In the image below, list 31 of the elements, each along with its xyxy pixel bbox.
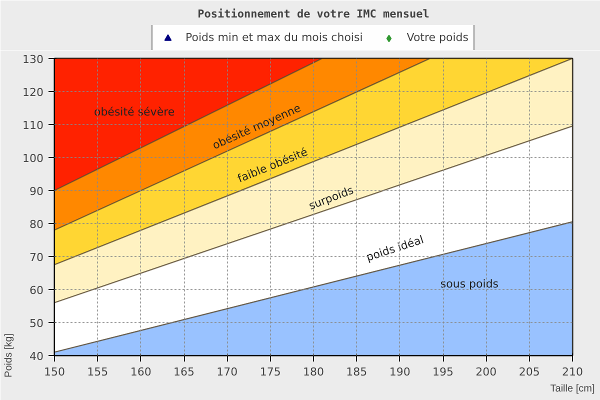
x-axis-title: Taille [cm] [550, 384, 595, 394]
annotation: sous poids [440, 278, 499, 291]
legend-label: Votre poids [406, 30, 469, 46]
x-tick-label: 200 [476, 366, 497, 378]
annotation: poids idéal [364, 233, 426, 264]
x-tick-label: 190 [389, 366, 410, 378]
x-tick-label: 180 [303, 366, 324, 378]
x-tick-label: 160 [130, 366, 152, 378]
y-tick-label: 110 [22, 119, 44, 132]
y-tick-label: 40 [30, 350, 44, 363]
y-axis-title: Poids [kg] [4, 333, 15, 378]
y-tick-label: 80 [30, 218, 44, 231]
y-tick-label: 60 [30, 284, 44, 297]
y-tick-label: 100 [22, 152, 44, 165]
x-tick-label: 185 [346, 366, 368, 378]
y-tick-label: 50 [30, 317, 44, 330]
legend-label: Poids min et max du mois choisi [185, 30, 363, 46]
y-tick-label: 120 [22, 86, 44, 99]
x-tick-label: 150 [44, 366, 65, 378]
x-tick-label: 205 [518, 366, 540, 378]
x-tick-label: 195 [432, 366, 454, 378]
y-tick-label: 130 [22, 53, 44, 66]
x-tick-label: 210 [562, 366, 583, 378]
chart-title: Positionnement de votre IMC mensuel [198, 8, 430, 20]
x-tick-label: 175 [260, 366, 281, 378]
y-tick-label: 70 [30, 251, 44, 264]
y-tick-label: 90 [30, 185, 44, 198]
annotation: obésité sévère [94, 105, 175, 118]
x-tick-label: 155 [87, 366, 108, 378]
x-tick-label: 165 [174, 366, 194, 378]
x-tick-label: 170 [216, 366, 238, 378]
